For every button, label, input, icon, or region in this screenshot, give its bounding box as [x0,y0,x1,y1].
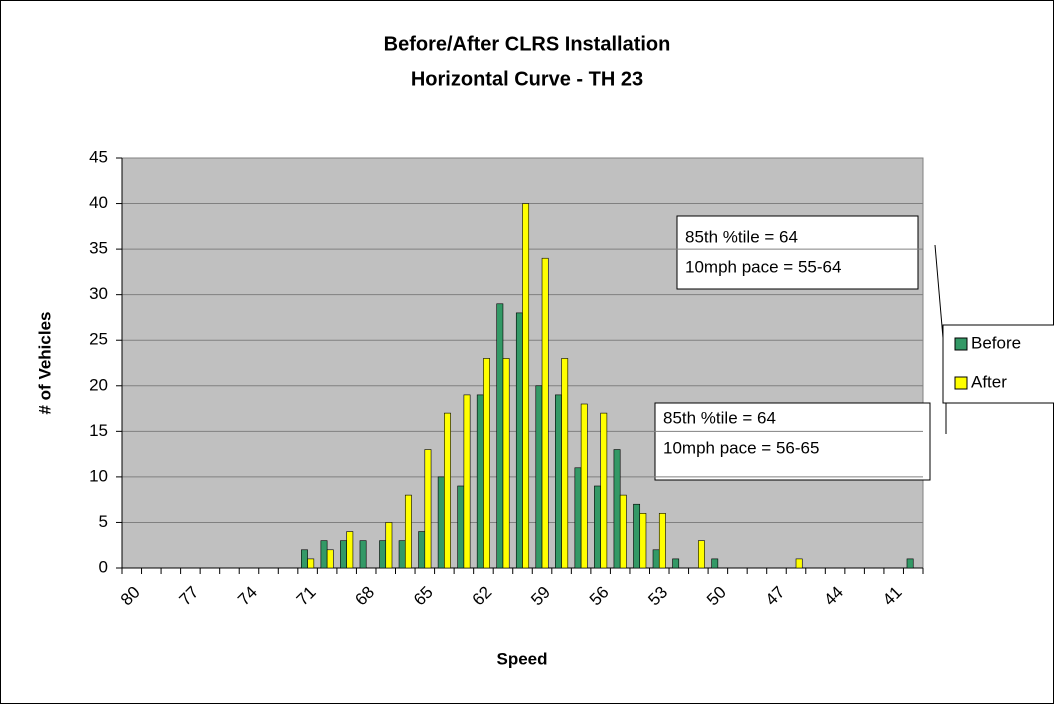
bar [385,522,393,569]
y-tick-label: 10 [89,466,108,485]
bar [619,494,627,569]
bar [522,203,530,569]
bar [444,412,451,569]
y-tick-label: 0 [99,557,108,576]
bar [502,358,510,569]
bar [398,540,406,569]
bar [711,558,719,569]
y-tick-label: 5 [99,512,108,531]
bar [457,485,465,569]
bar [594,485,601,569]
bar [652,549,660,569]
bar [346,531,354,569]
y-tick-label: 40 [89,193,108,212]
annotation: 85th %tile = 64 [685,227,798,246]
legend-label: After [971,372,1007,391]
bar [404,494,412,569]
legend-swatch [954,337,968,351]
annotation: 10mph pace = 56-65 [663,438,819,457]
y-tick-label: 25 [89,330,108,349]
bar [463,394,471,569]
bar [658,513,666,569]
bar [613,449,621,569]
bar [672,558,680,569]
bar [340,540,347,569]
legend-label: Before [971,333,1021,352]
bar [496,303,504,569]
bar [535,385,543,569]
bar [418,531,426,569]
chart-title: Before/After CLRS Installation [384,33,671,55]
annotation: 10mph pace = 55-64 [685,257,841,276]
y-tick-label: 15 [89,421,108,440]
y-tick-label: 30 [89,284,108,303]
bar [437,476,445,569]
bar [795,558,803,569]
y-tick-label: 45 [89,147,108,166]
bar [515,312,523,569]
x-axis-title: Speed [496,649,547,668]
bar [320,540,328,569]
bar [476,394,484,569]
bar [580,403,588,569]
bar [574,467,582,569]
annotation-box [654,402,931,481]
chart-title: Horizontal Curve - TH 23 [411,68,643,90]
annotation: 85th %tile = 64 [663,408,776,427]
bar [541,257,549,569]
bar [555,394,562,569]
bar [906,558,914,569]
bar [698,540,705,569]
bar [600,412,608,569]
bar [379,540,387,569]
bar [639,513,647,569]
annotation-box [676,215,919,290]
bar [424,449,432,569]
bar [307,558,315,569]
bar [301,549,308,569]
legend-swatch [954,376,968,390]
y-tick-label: 35 [89,239,108,258]
bar [483,358,490,569]
bar [326,549,334,569]
bar [359,540,367,569]
bar [561,358,569,569]
y-tick-label: 20 [89,375,108,394]
leader-line [934,244,944,339]
y-axis-title: # of Vehicles [35,312,54,415]
bar [633,503,641,569]
